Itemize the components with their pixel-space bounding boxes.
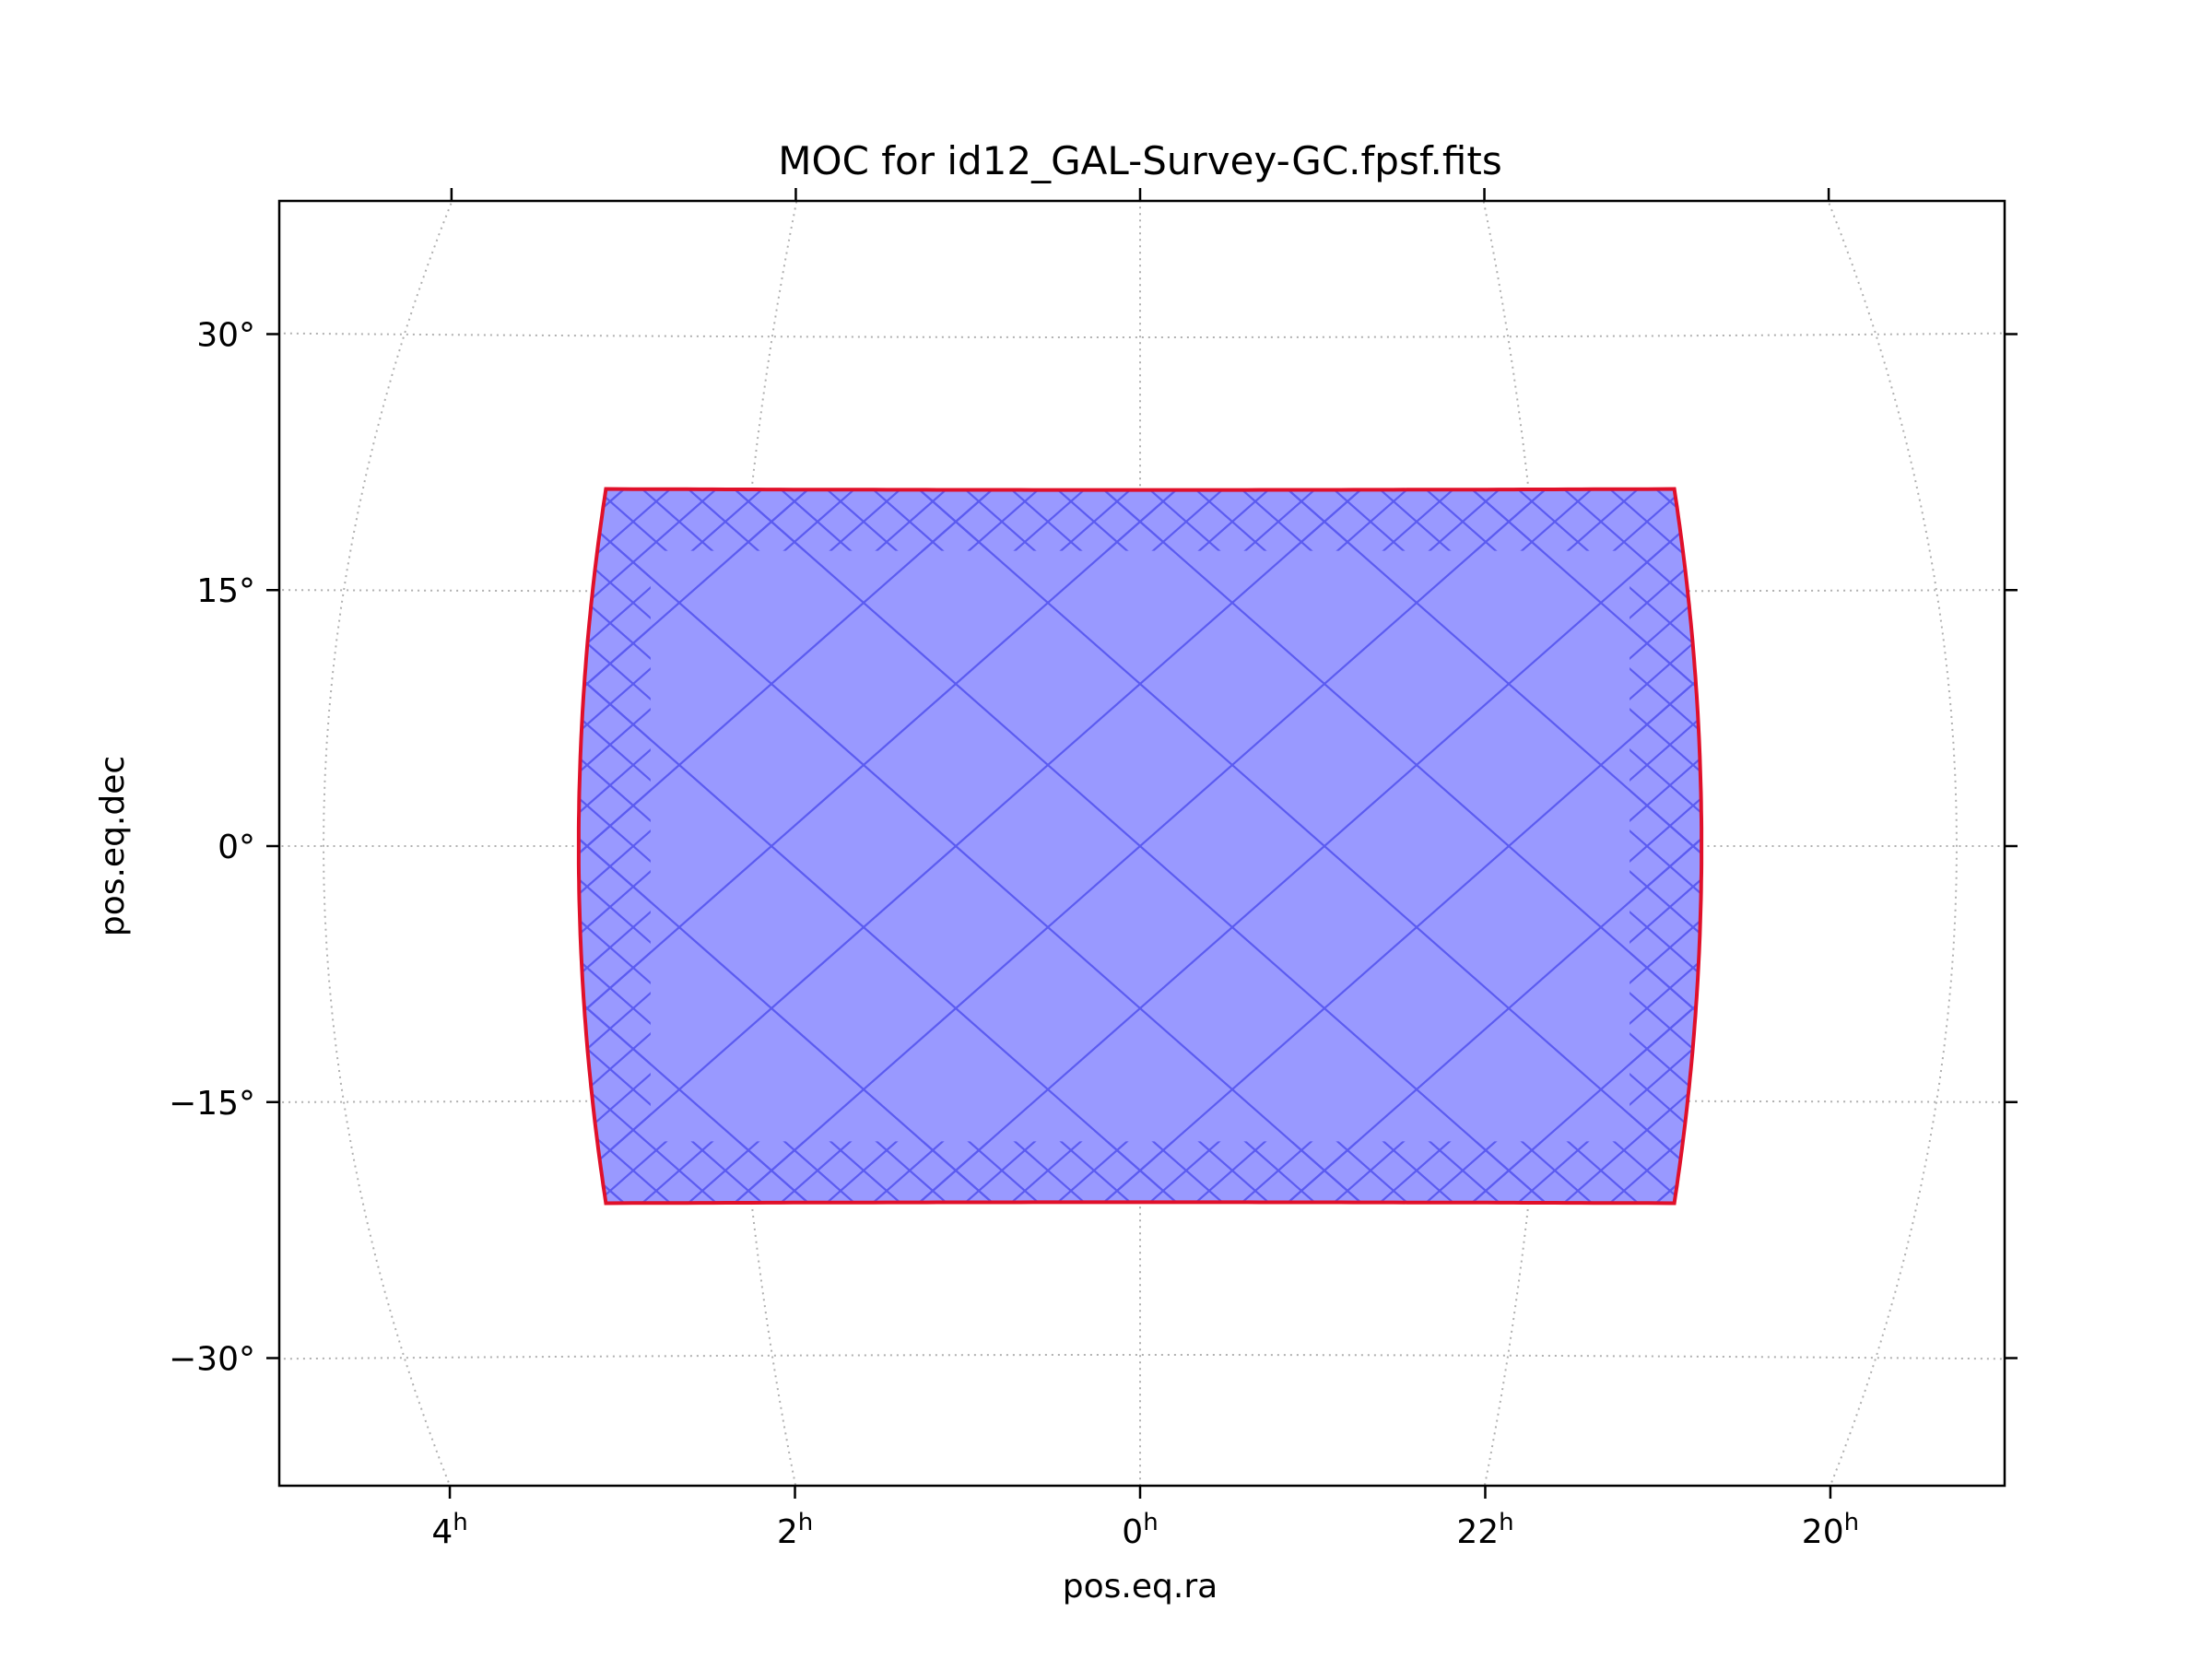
cell-edge bbox=[0, 201, 29, 1491]
grid-meridian-22h bbox=[1482, 201, 1550, 1486]
cell-edge-fine bbox=[1882, 201, 2212, 1491]
cell-edge-fine bbox=[2112, 201, 2212, 1491]
cell-edge-fine bbox=[0, 201, 352, 1491]
grid-meridian-2h bbox=[730, 201, 798, 1486]
cell-edge-fine bbox=[0, 201, 29, 1491]
cell-edge-fine bbox=[1836, 201, 2212, 1491]
x-axis-label: pos.eq.ra bbox=[1063, 1568, 1218, 1606]
grid-meridian-4h bbox=[322, 201, 453, 1486]
cell-edge-fine bbox=[2159, 201, 2212, 1491]
cell-edge bbox=[1696, 488, 1702, 1204]
x-tick-label-20: 20h bbox=[1802, 1509, 1859, 1551]
cell-edge-fine bbox=[578, 488, 1368, 1204]
cell-edge-fine bbox=[2066, 201, 2212, 1491]
cell-edge-fine bbox=[1650, 488, 1702, 1204]
cell-edge-fine bbox=[1790, 201, 2212, 1491]
cell-edge-fine bbox=[0, 201, 76, 1491]
cell-edge-fine bbox=[1696, 488, 1702, 1204]
y-tick-label-15: 15° bbox=[196, 572, 255, 610]
cell-edge-fine bbox=[1928, 201, 2212, 1491]
y-tick-label--15: −15° bbox=[169, 1085, 255, 1123]
y-tick-label--30: −30° bbox=[169, 1341, 255, 1379]
coverage-region bbox=[0, 201, 2212, 1491]
cell-edge-fine bbox=[0, 201, 398, 1491]
chart-title: MOC for id12_GAL-Survey-GC.fpsf.fits bbox=[778, 138, 1501, 183]
y-tick-label-30: 30° bbox=[196, 316, 255, 354]
cell-edge-fine bbox=[0, 201, 398, 1491]
cell-edge-fine bbox=[0, 201, 306, 1491]
cell-edge bbox=[774, 488, 1702, 1204]
grid-parallel-15 bbox=[279, 589, 2005, 594]
cell-edge-fine bbox=[1836, 201, 2212, 1491]
cell-edge-fine bbox=[1696, 488, 1702, 1204]
cell-edge-fine bbox=[1650, 488, 1702, 1204]
x-tick-label-2: 2h bbox=[777, 1509, 813, 1551]
cell-edge-fine bbox=[0, 201, 352, 1491]
plot-frame bbox=[277, 199, 2006, 1488]
y-axis-label: pos.eq.dec bbox=[94, 756, 132, 936]
frame-ticks bbox=[266, 188, 2018, 1499]
cell-edge-fine bbox=[1744, 201, 2212, 1491]
y-tick-label-0: 0° bbox=[218, 829, 255, 866]
cell-edge bbox=[578, 488, 1702, 1204]
grid-parallel--15 bbox=[279, 1099, 2005, 1103]
cell-edge-fine bbox=[2066, 201, 2212, 1491]
x-tick-labels: 4h 2h 0h 22h 20h bbox=[431, 1509, 1859, 1551]
cell-edge-fine bbox=[1928, 201, 2212, 1491]
cell-edge-fine bbox=[2159, 201, 2212, 1491]
cell-edge-fine bbox=[0, 201, 29, 1491]
cell-edge-fine bbox=[2112, 201, 2212, 1491]
cell-edge-fine bbox=[2205, 201, 2212, 1491]
cell-edge-fine bbox=[0, 201, 76, 1491]
coverage-outline bbox=[576, 487, 1704, 1206]
cell-edge bbox=[0, 201, 398, 1491]
cell-edge-fine bbox=[2020, 201, 2212, 1491]
cell-edge-fine bbox=[0, 201, 168, 1491]
cell-edge bbox=[578, 488, 1690, 1204]
cell-edge-fine bbox=[2020, 201, 2212, 1491]
cell-edge bbox=[1882, 201, 2212, 1491]
cell-edge bbox=[0, 201, 29, 1491]
x-tick-label-4: 4h bbox=[431, 1509, 467, 1551]
grid-meridian-20h bbox=[1827, 201, 1959, 1486]
cell-edge-fine bbox=[1882, 201, 2212, 1491]
cell-edge-fine bbox=[578, 488, 1322, 1204]
x-tick-label-22: 22h bbox=[1456, 1509, 1513, 1551]
cell-edge bbox=[590, 488, 1702, 1204]
cell-edge bbox=[2066, 201, 2212, 1491]
cell-edge-fine bbox=[912, 488, 1702, 1204]
cell-edge bbox=[1882, 201, 2212, 1491]
cell-edge bbox=[2066, 201, 2212, 1491]
cell-edge bbox=[0, 201, 398, 1491]
cell-edge-fine bbox=[959, 488, 1702, 1204]
cell-edge bbox=[578, 488, 1506, 1204]
cell-edge-fine bbox=[0, 201, 306, 1491]
y-tick-labels: 30° 15° 0° −15° −30° bbox=[169, 316, 255, 1378]
cell-edge-fine bbox=[2205, 201, 2212, 1491]
cell-edge-fine bbox=[0, 201, 168, 1491]
cell-edge bbox=[1696, 488, 1702, 1204]
cell-edge-fine bbox=[1744, 201, 2212, 1491]
x-tick-label-0: 0h bbox=[1122, 1509, 1158, 1551]
cell-edge-fine bbox=[1790, 201, 2212, 1491]
